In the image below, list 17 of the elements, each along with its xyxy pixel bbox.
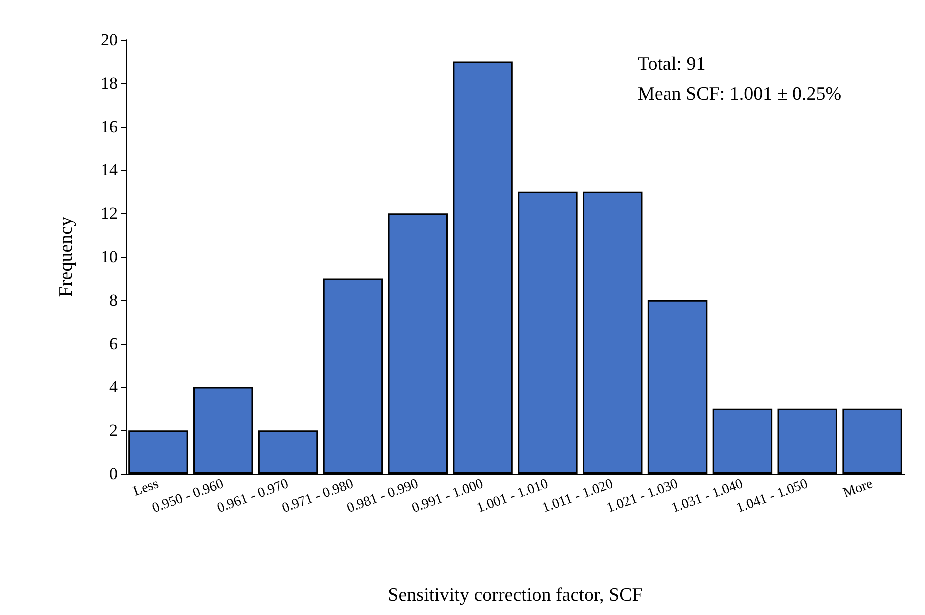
- y-axis-title: Frequency: [56, 216, 77, 298]
- y-tick-label: 16: [101, 117, 118, 136]
- annotation: Total: 91: [638, 54, 706, 75]
- y-tick-label: 18: [101, 74, 118, 93]
- x-axis-title: Sensitivity correction factor, SCF: [388, 585, 643, 606]
- y-tick-label: 2: [110, 421, 118, 440]
- y-tick-label: 0: [110, 464, 118, 484]
- x-tick-label: Less: [132, 476, 162, 500]
- y-tick-label: 14: [101, 160, 118, 180]
- y-tick-label: 20: [101, 30, 118, 50]
- y-tick-label: 4: [110, 378, 118, 397]
- y-tick-label: 10: [101, 248, 118, 266]
- x-tick-label: More: [841, 476, 876, 502]
- y-tick-label: 12: [101, 204, 118, 224]
- y-tick-label: 6: [110, 334, 118, 354]
- annotation: Mean SCF: 1.001 ± 0.25%: [638, 84, 842, 105]
- y-tick-label: 8: [110, 290, 118, 310]
